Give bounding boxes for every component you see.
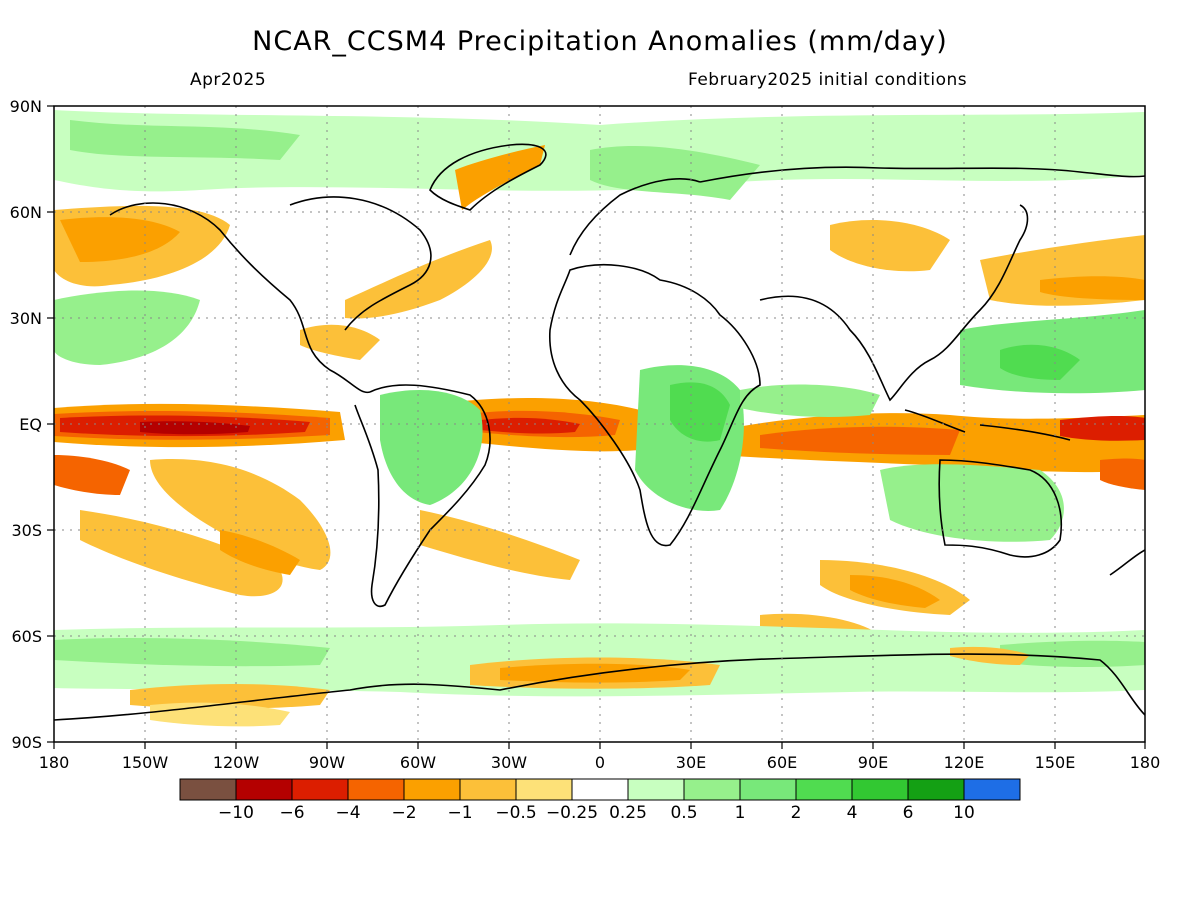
lon-label-60w: 60W [400,753,436,772]
lon-label-90w: 90W [309,753,345,772]
valid-month-label: Apr2025 [190,70,267,90]
colorbar-swatch [739,778,797,801]
colorbar-swatch [795,778,853,801]
colorbar-label: 10 [953,803,975,823]
lat-label-90n: 90N [10,97,42,116]
lon-label-120e: 120E [944,753,985,772]
colorbar-swatch [347,778,405,801]
colorbar-swatch [683,778,741,801]
colorbar-swatch [571,778,629,801]
lat-label-30n: 30N [10,309,42,328]
lon-label-60e: 60E [767,753,797,772]
colorbar-label: 0.5 [670,803,697,823]
lon-label-150w: 150W [122,753,169,772]
colorbar-swatch [907,778,965,801]
map-title: NCAR_CCSM4 Precipitation Anomalies (mm/d… [252,26,948,57]
coastlines [53,143,1146,721]
axis-ticks [47,105,1146,749]
lon-label-150e: 150E [1035,753,1076,772]
lat-label-60s: 60S [11,627,42,646]
colorbar-label: 1 [735,803,746,823]
colorbar-label: 2 [791,803,802,823]
colorbar-label: −0.25 [546,803,598,823]
lon-label-120w: 120W [213,753,260,772]
lon-label-180e: 180 [1130,753,1161,772]
colorbar-label: −10 [218,803,254,823]
colorbar-label: −6 [279,803,304,823]
lat-label-eq: EQ [19,415,42,434]
colorbar-swatch [291,778,349,801]
lat-label-30s: 30S [11,521,42,540]
colorbar-swatch [403,778,461,801]
colorbar-label: 4 [847,803,858,823]
colorbar-swatch [459,778,517,801]
colorbar-swatch [851,778,909,801]
colorbar-label: −2 [391,803,416,823]
lon-label-180w: 180 [39,753,70,772]
lat-label-90s: 90S [11,733,42,752]
colorbar-swatch [179,778,237,801]
lon-label-30w: 30W [491,753,527,772]
colorbar-label: −1 [447,803,472,823]
colorbar-swatch [963,778,1021,801]
colorbar-label: 6 [903,803,914,823]
lon-label-0: 0 [595,753,605,772]
initial-conditions-label: February2025 initial conditions [688,70,968,90]
colorbar-label: −4 [335,803,360,823]
lon-label-90e: 90E [858,753,888,772]
colorbar-label: 0.25 [609,803,647,823]
colorbar-swatch [515,778,573,801]
lon-label-30e: 30E [676,753,706,772]
lat-label-60n: 60N [10,203,42,222]
graticule [54,106,1145,742]
colorbar-label: −0.5 [495,803,536,823]
colorbar-swatch [627,778,685,801]
colorbar-swatch [235,778,293,801]
colorbar [179,778,1021,801]
